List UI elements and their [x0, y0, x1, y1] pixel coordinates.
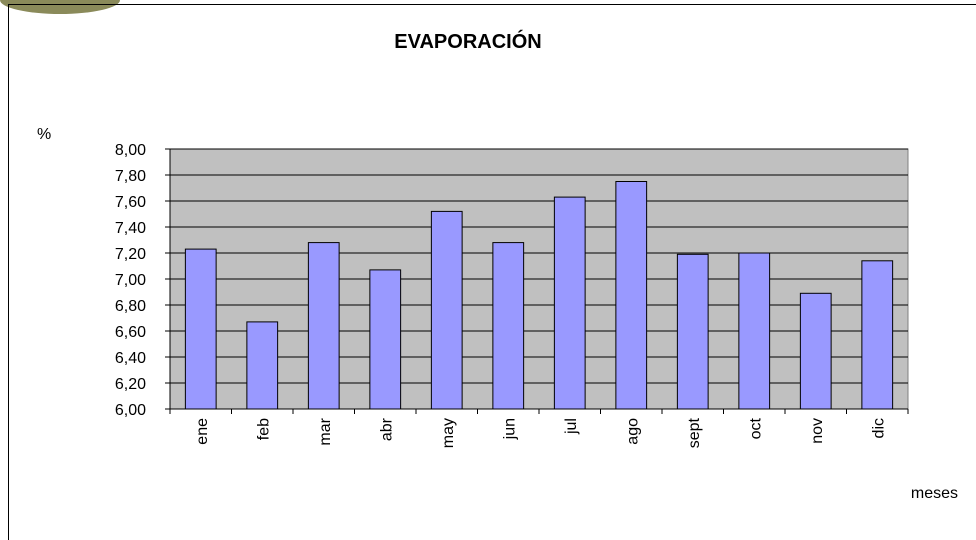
bar: [430, 210, 463, 410]
y-tick-label: 7,20: [115, 246, 146, 263]
chart-frame: [8, 4, 976, 540]
y-tick-label: 6,20: [115, 376, 146, 393]
x-tick-label: feb: [255, 418, 272, 440]
x-tick-label: oct: [747, 417, 764, 439]
bar: [738, 252, 771, 410]
bar: [492, 242, 525, 410]
bar: [184, 248, 217, 410]
x-tick-label: ene: [194, 418, 211, 445]
y-axis-label: %: [37, 126, 51, 143]
x-tick-label: sept: [686, 417, 703, 448]
x-tick-label: ago: [624, 418, 641, 445]
x-tick-label: nov: [809, 418, 826, 444]
x-axis-label: meses: [911, 485, 958, 502]
bar: [553, 196, 586, 410]
x-tick-label: jul: [563, 418, 580, 435]
y-tick-label: 7,00: [115, 272, 146, 289]
y-tick-label: 7,60: [115, 194, 146, 211]
y-tick-label: 7,40: [115, 220, 146, 237]
x-tick-label: abr: [378, 417, 395, 441]
y-tick-label: 6,00: [115, 402, 146, 419]
bar: [676, 253, 709, 410]
bar: [861, 260, 894, 410]
y-tick-label: 6,80: [115, 298, 146, 315]
bar: [615, 181, 648, 410]
bar: [369, 269, 402, 410]
y-tick-label: 7,80: [115, 168, 146, 185]
bar: [307, 242, 340, 410]
x-tick-label: mar: [317, 417, 334, 445]
y-tick-label: 6,40: [115, 350, 146, 367]
y-tick-label: 6,60: [115, 324, 146, 341]
logo-fragment: [0, 0, 120, 14]
x-tick-label: may: [440, 418, 457, 448]
y-tick-label: 8,00: [115, 142, 146, 159]
x-tick-label: dic: [870, 418, 887, 438]
chart-title: EVAPORACIÓN: [394, 29, 541, 53]
x-tick-label: jun: [501, 418, 518, 440]
bar: [246, 321, 279, 410]
bar: [799, 292, 832, 410]
